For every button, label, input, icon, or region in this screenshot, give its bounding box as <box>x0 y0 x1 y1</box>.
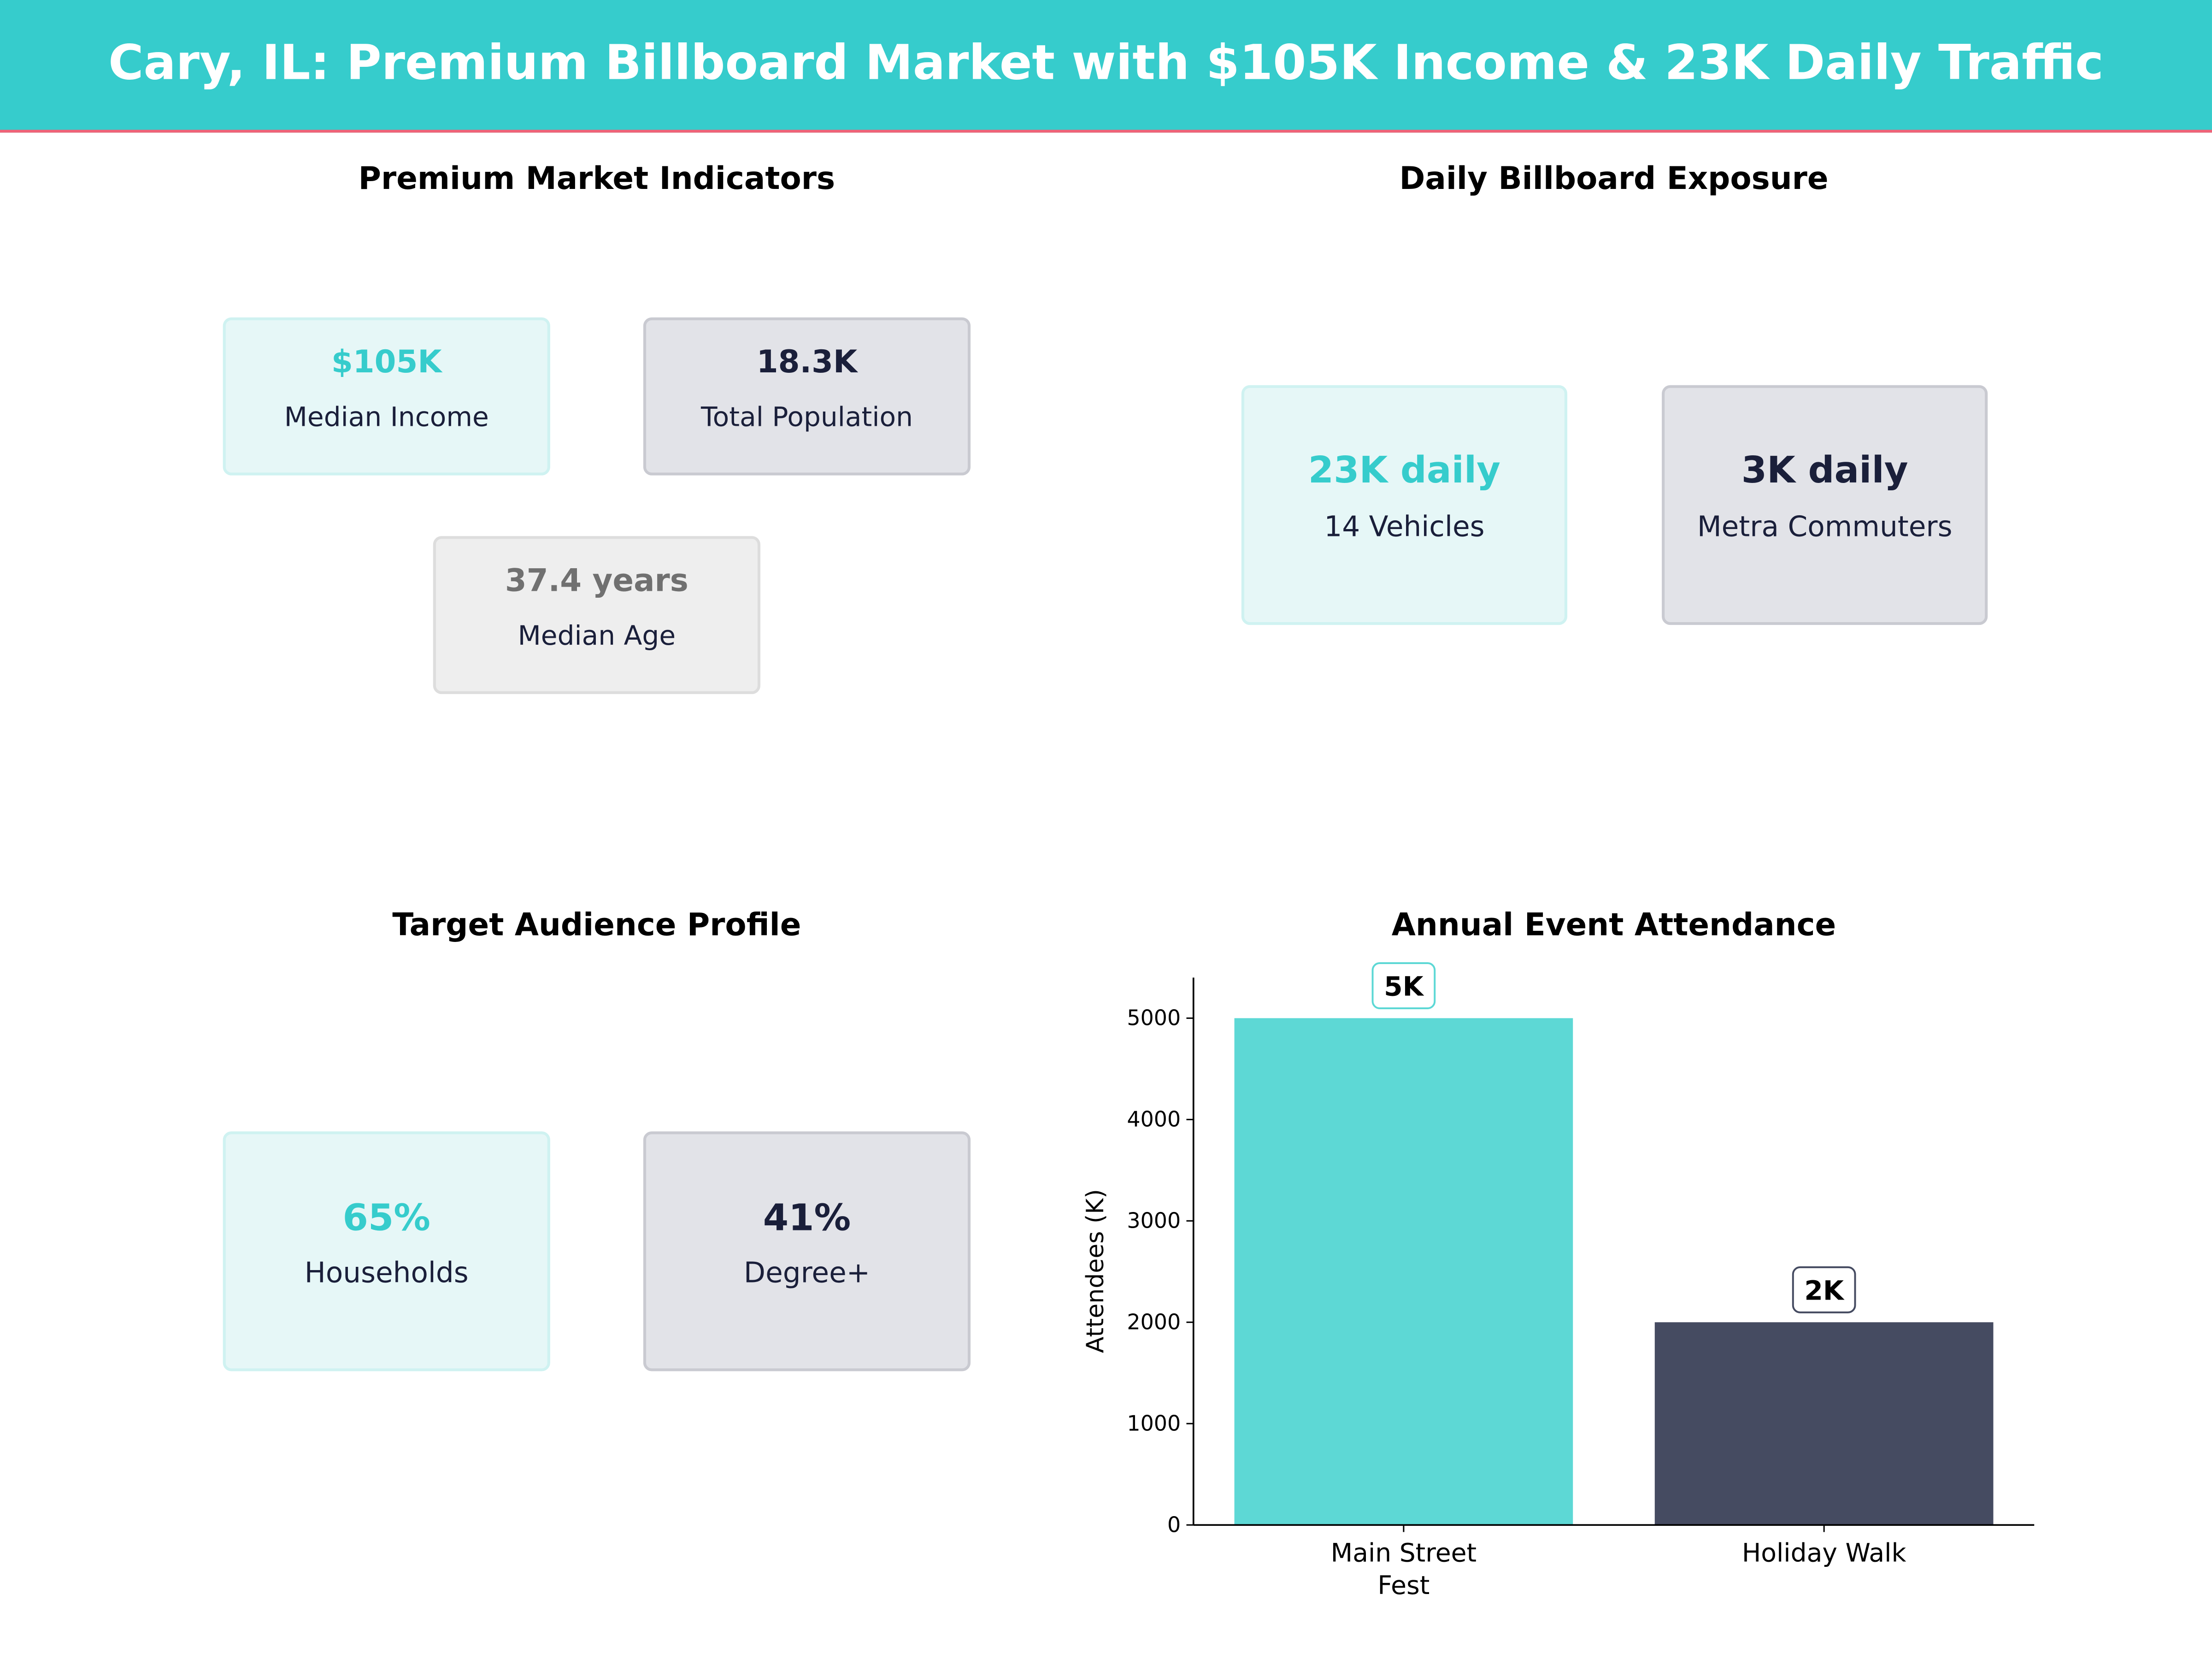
data-label-box <box>1371 962 1436 1009</box>
degree-card: 41% Degree+ <box>643 1131 971 1371</box>
bar <box>1654 1322 1994 1525</box>
median-age-card: 37.4 years Median Age <box>433 536 760 694</box>
vehicle-traffic-card: 23K daily 14 Vehicles <box>1241 385 1567 625</box>
card-value: 23K daily <box>1308 450 1501 493</box>
card-label: Median Age <box>518 620 676 652</box>
market-indicators-title: Premium Market Indicators <box>358 162 835 198</box>
y-tick-label: 4000 <box>1127 1107 1181 1132</box>
total-population-card: 18.3K Total Population <box>643 317 971 476</box>
households-card: 65% Households <box>223 1131 550 1371</box>
data-label-box <box>1792 1266 1856 1313</box>
y-tick-label: 2000 <box>1127 1310 1181 1335</box>
card-label: Degree+ <box>743 1255 871 1289</box>
card-label: Median Income <box>284 402 489 433</box>
event-attendance-title: Annual Event Attendance <box>1391 908 1836 944</box>
page-title: Cary, IL: Premium Billboard Market with … <box>108 35 2104 92</box>
card-label: Total Population <box>701 402 913 433</box>
data-label: 5K <box>1384 971 1424 1002</box>
y-tick-label: 5000 <box>1127 1006 1181 1030</box>
card-value: 37.4 years <box>505 564 688 600</box>
y-tick-label: 3000 <box>1127 1208 1181 1233</box>
card-value: 3K daily <box>1741 450 1908 493</box>
audience-profile-title: Target Audience Profile <box>392 908 801 944</box>
bar <box>1234 1018 1573 1525</box>
median-income-card: $105K Median Income <box>223 317 550 476</box>
card-label: Metra Commuters <box>1697 509 1953 543</box>
card-label: Households <box>304 1255 469 1289</box>
card-value: 41% <box>763 1197 851 1240</box>
x-tick-label: Holiday Walk <box>1742 1538 1906 1568</box>
card-value: $105K <box>331 345 442 381</box>
x-tick-label: Main Street <box>1331 1538 1477 1568</box>
card-value: 65% <box>342 1197 431 1240</box>
x-tick-label: Fest <box>1377 1571 1430 1600</box>
data-label: 2K <box>1804 1275 1844 1306</box>
metra-commuters-card: 3K daily Metra Commuters <box>1662 385 1988 625</box>
header-banner <box>0 0 2212 133</box>
y-tick-label: 1000 <box>1127 1411 1181 1436</box>
billboard-exposure-title: Daily Billboard Exposure <box>1399 162 1829 198</box>
y-tick-label: 0 <box>1167 1512 1181 1537</box>
card-value: 18.3K <box>756 345 858 381</box>
card-label: 14 Vehicles <box>1324 509 1485 543</box>
y-axis-label: Attendees (K) <box>1082 1189 1109 1353</box>
